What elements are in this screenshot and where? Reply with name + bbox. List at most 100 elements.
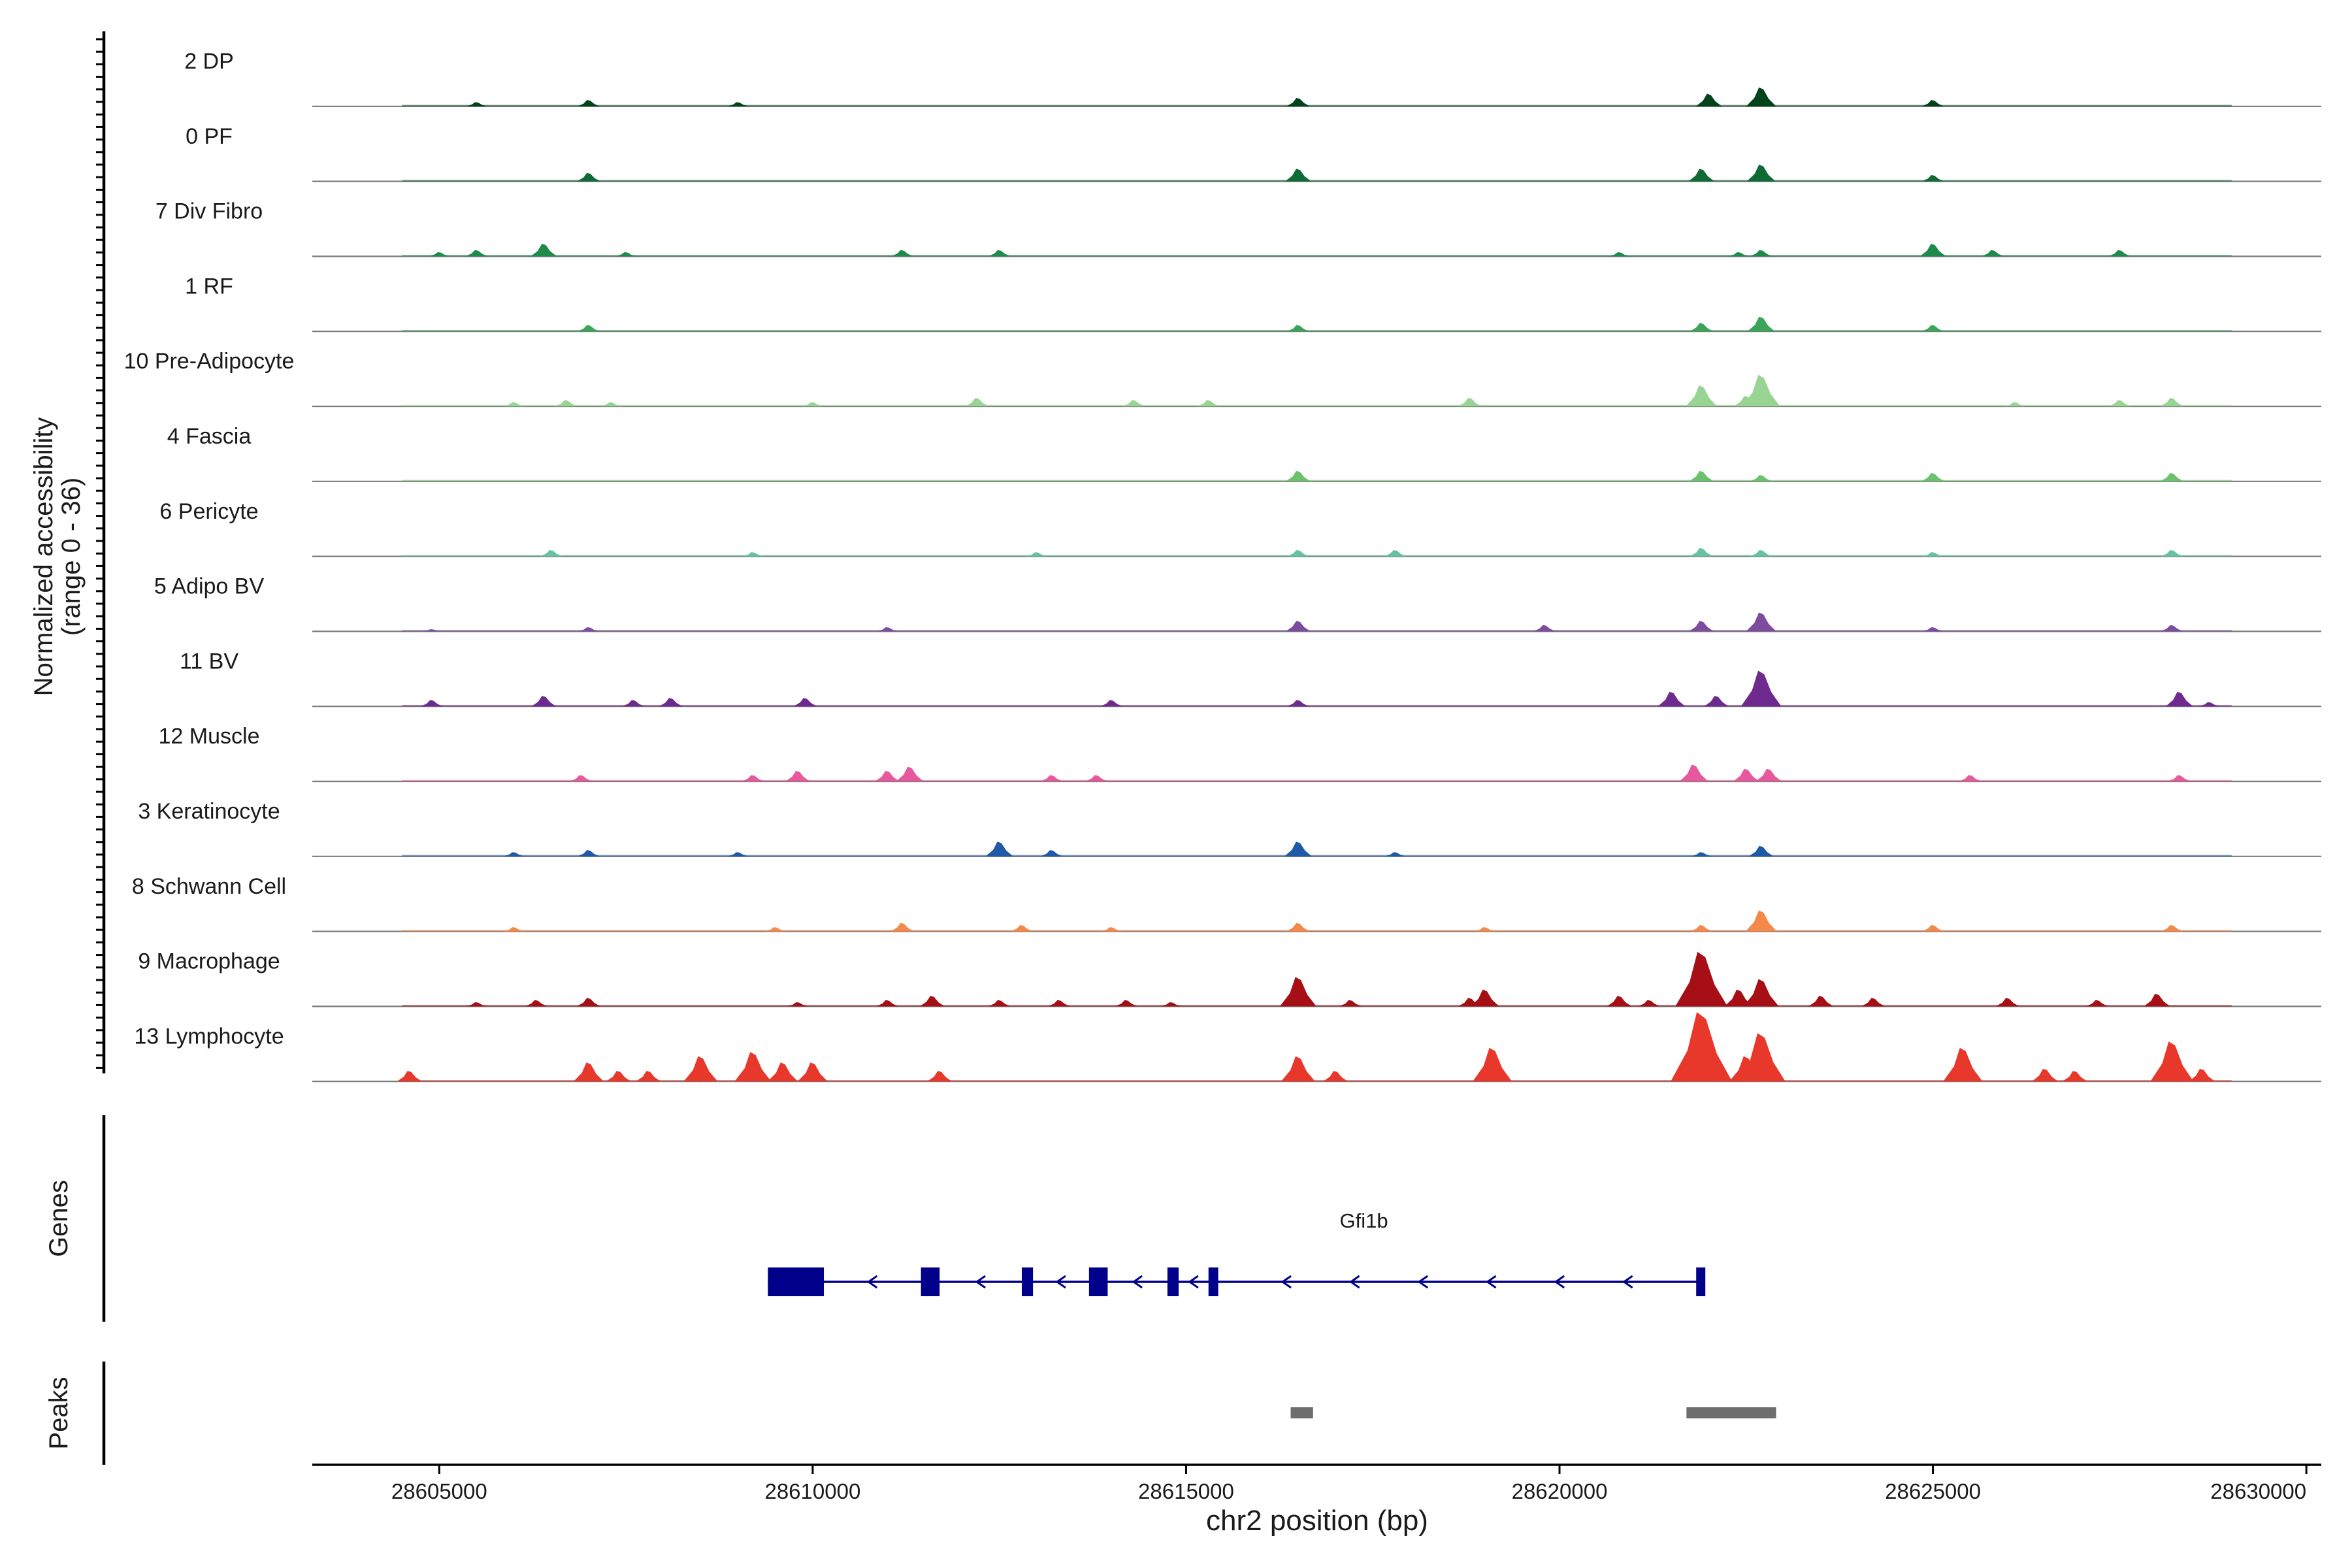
signal-peak (890, 923, 915, 932)
background-signal (402, 255, 2232, 257)
signal-peak (1724, 989, 1754, 1007)
signal-peak (576, 998, 600, 1007)
signal-peak (1688, 169, 1715, 182)
signal-peak (503, 852, 525, 857)
signal-peak (1671, 1012, 1733, 1082)
signal-peak (531, 244, 557, 257)
signal-peak (927, 1071, 953, 1082)
signal-peak (1921, 100, 1944, 106)
peak-regions (1290, 1407, 1776, 1418)
track-label: 5 Adipo BV (154, 574, 265, 599)
track-6-pericyte: 6 Pericyte (159, 499, 2321, 557)
track-0-pf: 0 PF (186, 124, 2321, 182)
signal-peak (875, 770, 900, 781)
signal-peak (1921, 325, 1944, 332)
signal-peak (2150, 1041, 2194, 1082)
background-signal (402, 855, 2232, 857)
signal-peak (2144, 994, 2170, 1007)
signal-peak (742, 775, 764, 781)
strand-arrow (1132, 1275, 1143, 1289)
signal-peak (2108, 250, 2131, 257)
strand-arrow (1055, 1275, 1066, 1289)
signal-peak (1861, 998, 1886, 1007)
signal-peak (1101, 927, 1122, 932)
signal-peak (578, 627, 599, 632)
background-signal (402, 555, 2232, 557)
track-label: 6 Pericyte (159, 499, 258, 524)
signal-peak (1286, 700, 1309, 707)
coverage-tracks: 2 DP 0 PF 7 Div Fibro 1 RF 10 Pre-Adipocyte 4… (124, 49, 2321, 1083)
signal-peak (1658, 691, 1686, 707)
signal-peak (1921, 924, 1944, 932)
track-label: 11 BV (180, 649, 238, 674)
signal-peak (793, 698, 817, 707)
signal-peak (1679, 764, 1708, 781)
track-13-lymphocyte: 13 Lymphocyte (134, 1012, 2321, 1083)
signal-peak (429, 252, 450, 257)
track-label: 3 Keratinocyte (138, 799, 280, 824)
strand-arrow (1622, 1275, 1633, 1289)
signal-peak (2168, 775, 2191, 781)
signal-peak (988, 1000, 1011, 1007)
signal-peak (2198, 702, 2220, 707)
gene-label: Gfi1b (1340, 1209, 1388, 1232)
signal-peak (1746, 164, 1776, 182)
peak-region (1290, 1407, 1313, 1418)
track-2-dp: 2 DP (184, 49, 2321, 107)
track-label: 2 DP (184, 49, 234, 74)
signal-peak (1197, 400, 1220, 406)
signal-peak (2161, 924, 2183, 932)
track-label: 1 RF (185, 274, 233, 299)
signal-peak (1284, 169, 1311, 182)
signal-peak (2062, 1071, 2087, 1082)
signal-peak (734, 1052, 772, 1082)
signal-peak (1704, 696, 1729, 707)
signal-peak (985, 841, 1013, 857)
signal-peak (1690, 924, 1713, 932)
signal-peak (988, 250, 1011, 257)
genes-panel-label: Genes (44, 1180, 73, 1257)
track-7-div-fibro: 7 Div Fibro (155, 199, 2321, 257)
signal-peak (1122, 400, 1145, 406)
gene-exon (921, 1267, 940, 1296)
signal-peak (919, 996, 945, 1007)
signal-peak (615, 252, 637, 257)
signal-peak (1691, 852, 1712, 857)
background-signal (402, 1005, 2232, 1007)
signal-peak (785, 770, 811, 781)
signal-peak (1040, 850, 1063, 857)
y-axis-label-line1: Normalized accessibility (29, 417, 58, 696)
signal-peak (1160, 1002, 1182, 1007)
signal-peak (768, 1062, 798, 1082)
background-signal (402, 105, 2232, 106)
signal-peak (397, 1071, 422, 1082)
gene-exon (768, 1267, 825, 1296)
track-label: 0 PF (186, 124, 233, 149)
signal-peak (1922, 552, 1944, 557)
y-axis-ticks (96, 38, 104, 1069)
signal-peak (1279, 977, 1316, 1007)
signal-peak (1746, 612, 1776, 632)
gene-exon (1208, 1267, 1218, 1296)
signal-peak (1339, 1000, 1362, 1007)
background-signal (402, 930, 2232, 932)
signal-peak (2189, 1068, 2215, 1082)
signal-peak (1675, 951, 1728, 1007)
signal-peak (1750, 475, 1772, 482)
signal-peak (1286, 549, 1309, 557)
gene-exon (1696, 1267, 1706, 1296)
signal-peak (1026, 552, 1047, 557)
signal-peak (727, 852, 749, 857)
signal-peak (577, 325, 600, 332)
signal-peak (1922, 627, 1944, 632)
x-tick-label: 28625000 (1885, 1479, 1981, 1503)
signal-peak (1533, 625, 1556, 632)
x-tick-label: 28605000 (391, 1479, 487, 1503)
signal-peak (2160, 472, 2184, 482)
gene-exon (1088, 1267, 1108, 1296)
signal-peak (1733, 768, 1759, 781)
track-5-adipo-bv: 5 Adipo BV (154, 574, 2321, 632)
signal-peak (1010, 924, 1033, 932)
signal-peak (465, 250, 488, 257)
background-signal (402, 480, 2232, 482)
